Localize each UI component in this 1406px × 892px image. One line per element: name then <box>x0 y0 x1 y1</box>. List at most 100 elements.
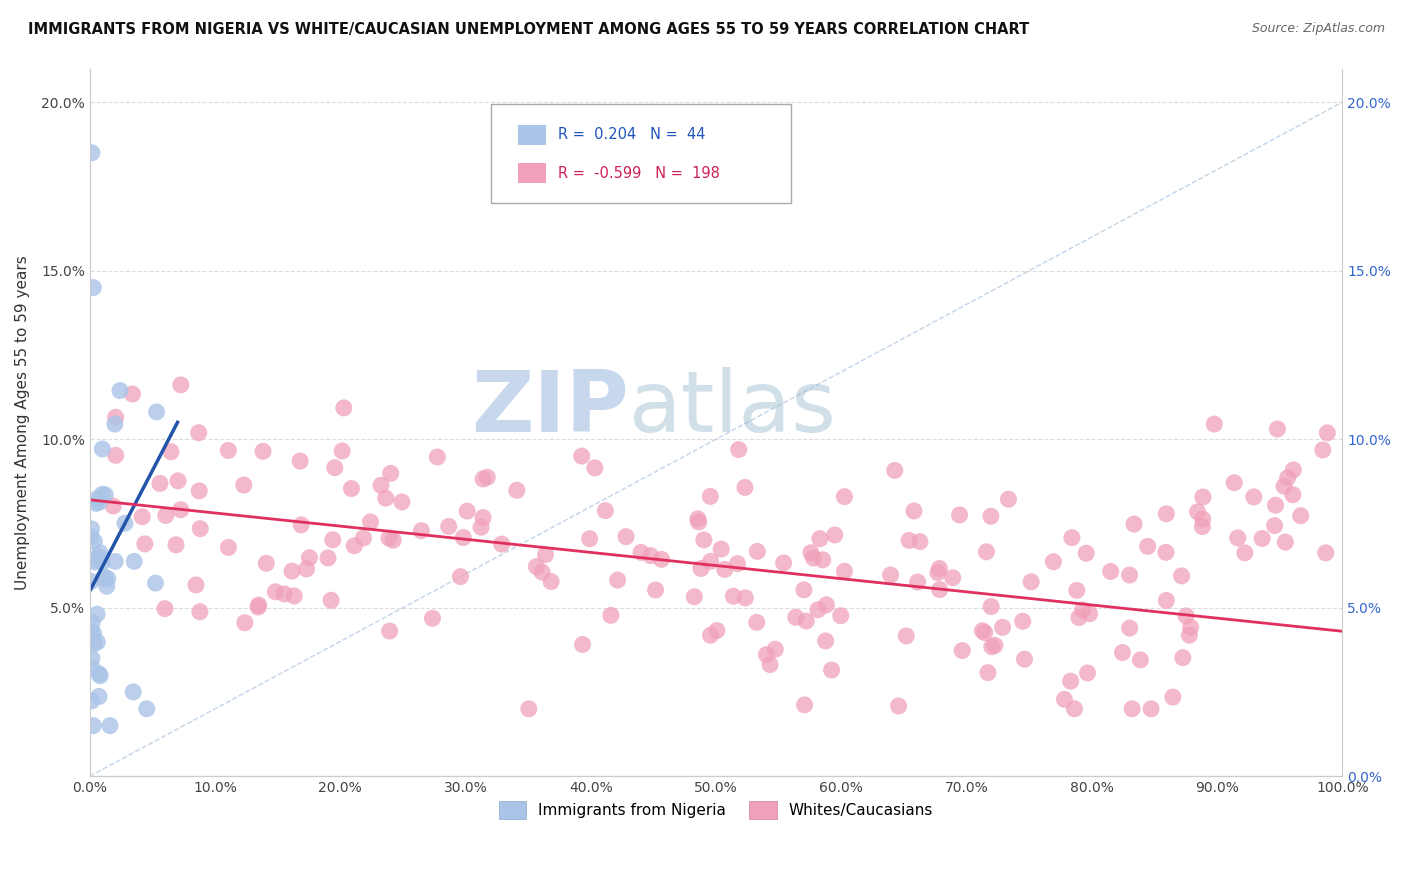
Point <box>281 564 304 578</box>
Point <box>98 718 121 732</box>
Point <box>470 520 492 534</box>
Point <box>87 495 110 509</box>
Point <box>247 600 270 615</box>
Point <box>135 702 157 716</box>
Point <box>683 590 706 604</box>
Text: IMMIGRANTS FROM NIGERIA VS WHITE/CAUCASIAN UNEMPLOYMENT AMONG AGES 55 TO 59 YEAR: IMMIGRANTS FROM NIGERIA VS WHITE/CAUCASI… <box>28 22 1029 37</box>
FancyBboxPatch shape <box>491 103 792 203</box>
Point <box>323 460 346 475</box>
Point <box>793 582 815 597</box>
Point <box>713 562 735 576</box>
Point <box>948 508 970 522</box>
Point <box>614 530 637 544</box>
Point <box>80 624 103 638</box>
Point <box>928 561 950 575</box>
Point <box>449 569 471 583</box>
Point <box>699 489 721 503</box>
Point <box>477 470 499 484</box>
Point <box>942 571 965 585</box>
Point <box>571 637 593 651</box>
Point <box>188 522 211 536</box>
Point <box>1178 628 1201 642</box>
Text: R =  -0.599   N =  198: R = -0.599 N = 198 <box>558 166 720 180</box>
Point <box>1099 565 1122 579</box>
Point <box>89 546 111 560</box>
Point <box>254 557 277 571</box>
Point <box>1187 505 1209 519</box>
Point <box>103 499 125 513</box>
Point <box>908 534 931 549</box>
Point <box>82 626 104 640</box>
Point <box>374 491 396 505</box>
Point <box>755 648 778 662</box>
Point <box>82 615 104 630</box>
Point <box>321 593 343 607</box>
Point <box>571 449 593 463</box>
Point <box>1121 702 1143 716</box>
Point <box>1156 507 1178 521</box>
Point <box>80 694 103 708</box>
Point <box>122 685 145 699</box>
Point <box>1264 518 1286 533</box>
Point <box>422 611 444 625</box>
Point <box>599 608 621 623</box>
Point <box>1076 546 1098 560</box>
Point <box>815 598 838 612</box>
Point <box>927 566 949 580</box>
Point <box>170 503 193 517</box>
Point <box>928 582 950 597</box>
Point <box>973 625 995 640</box>
Point <box>86 635 108 649</box>
Point <box>794 614 817 628</box>
Point <box>121 387 143 401</box>
Point <box>1223 475 1246 490</box>
Point <box>426 450 449 464</box>
Point <box>896 629 918 643</box>
Point <box>1156 593 1178 607</box>
Point <box>734 591 756 605</box>
Point <box>517 702 540 716</box>
Point <box>333 401 356 415</box>
Point <box>273 587 295 601</box>
Point <box>187 425 209 440</box>
Point <box>233 615 256 630</box>
Point <box>360 515 382 529</box>
Point <box>578 532 600 546</box>
Point <box>83 534 105 549</box>
Point <box>456 504 478 518</box>
Point <box>506 483 529 498</box>
Point <box>759 657 782 672</box>
Point <box>1274 535 1296 549</box>
Point <box>524 559 547 574</box>
Point <box>903 504 925 518</box>
Point <box>380 467 402 481</box>
Point <box>80 574 103 589</box>
Point <box>1059 674 1081 689</box>
Point <box>640 549 662 563</box>
Point <box>793 698 815 712</box>
Point <box>976 545 998 559</box>
Point <box>1136 540 1159 554</box>
Legend: Immigrants from Nigeria, Whites/Caucasians: Immigrants from Nigeria, Whites/Caucasia… <box>492 796 939 825</box>
Point <box>530 565 553 579</box>
Point <box>1066 583 1088 598</box>
Point <box>763 642 786 657</box>
Point <box>1192 490 1215 504</box>
Point <box>153 601 176 615</box>
Point <box>149 476 172 491</box>
Point <box>1019 574 1042 589</box>
Point <box>94 488 117 502</box>
Point <box>165 538 187 552</box>
Point <box>264 584 287 599</box>
Point <box>188 483 211 498</box>
Point <box>1011 614 1033 628</box>
Point <box>290 517 312 532</box>
Point <box>288 454 311 468</box>
FancyBboxPatch shape <box>519 125 546 145</box>
Point <box>1175 608 1198 623</box>
Point <box>1277 471 1299 485</box>
Point <box>1267 422 1289 436</box>
Point <box>1289 508 1312 523</box>
Point <box>145 576 167 591</box>
Point <box>155 508 177 523</box>
